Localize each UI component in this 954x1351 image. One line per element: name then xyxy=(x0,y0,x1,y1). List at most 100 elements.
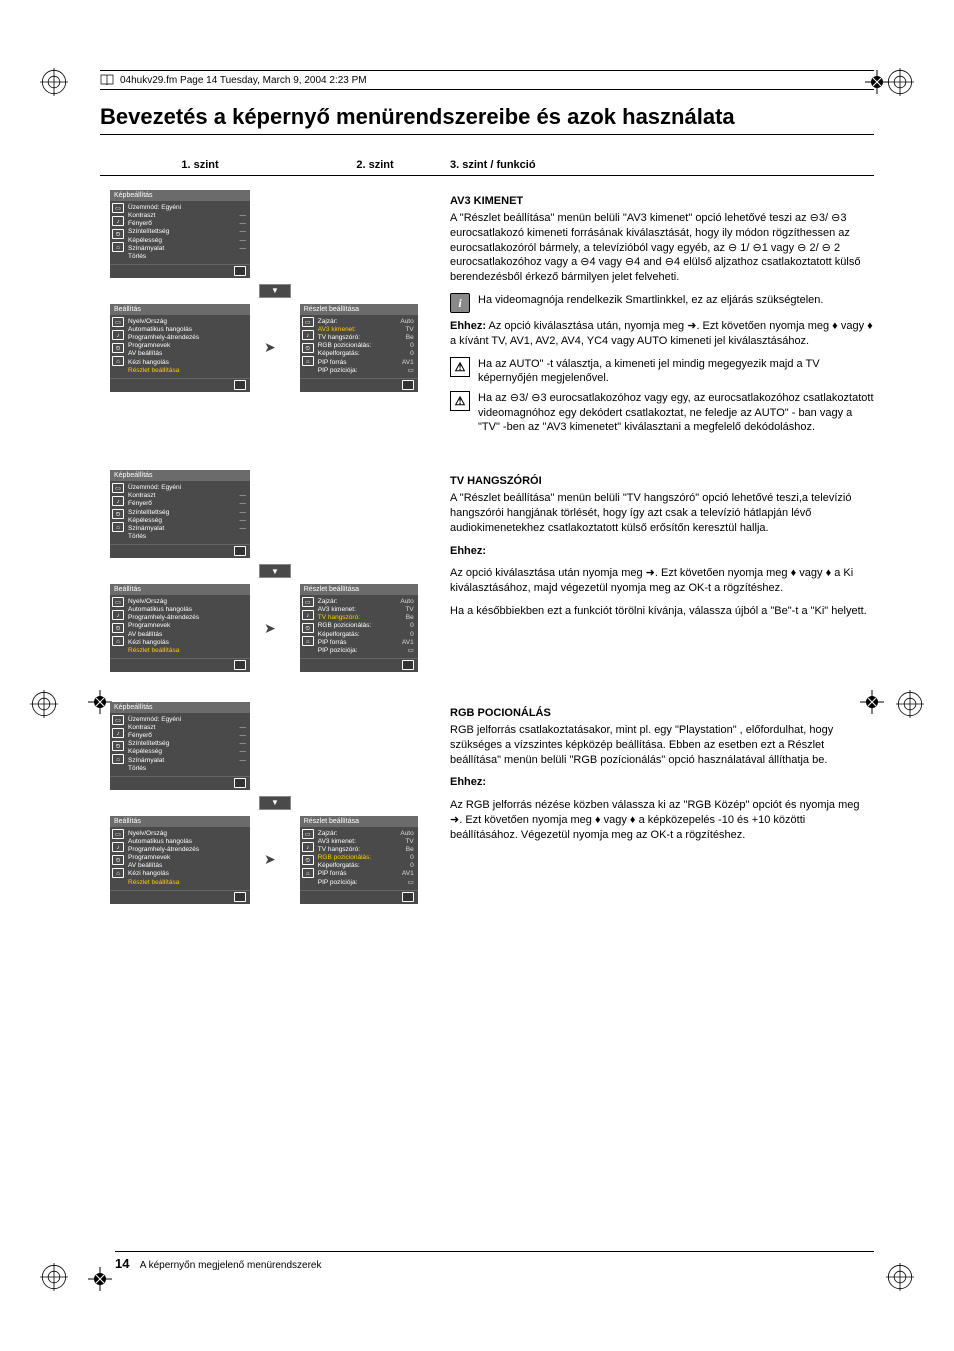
col-header-3: 3. szint / funkció xyxy=(450,159,874,171)
menu-side-icon: ⌂ xyxy=(112,754,124,764)
menu-side-icon: ▭ xyxy=(112,203,124,213)
menu-side-icon: ♪ xyxy=(112,496,124,506)
menu-row: Programnevek xyxy=(128,342,246,350)
right-arrow-icon: ➤ xyxy=(264,851,276,868)
menu-row: AV beállítás xyxy=(128,350,246,358)
down-arrow-icon: ▼ xyxy=(259,564,291,578)
down-arrow-icon: ▼ xyxy=(259,796,291,810)
menu-row: Képelforgatás:0 xyxy=(318,862,414,870)
reg-mark-icon xyxy=(886,68,914,96)
menu-row: Törlés xyxy=(128,253,246,261)
doc-header-text: 04hukv29.fm Page 14 Tuesday, March 9, 20… xyxy=(120,75,367,86)
menu-side-icon: ♪ xyxy=(112,842,124,852)
menu-title: Képbeállítás xyxy=(110,702,250,713)
menu-row: PIP forrásAV1 xyxy=(318,359,414,367)
menu-row: Programhely-átrendezés xyxy=(128,846,246,854)
menu-side-icon: ▭ xyxy=(302,829,314,839)
menu-row: Nyelv/Ország xyxy=(128,598,246,606)
menu-row: AV beállítás xyxy=(128,631,246,639)
av3-p1: A "Részlet beállítása" menün belüli "AV3… xyxy=(450,211,874,285)
menu-title: Részlet beállítása xyxy=(300,816,418,827)
menu-side-icon: ♪ xyxy=(112,216,124,226)
menu-side-icon: ⌂ xyxy=(302,636,314,646)
cross-mark-icon xyxy=(88,1267,112,1291)
menu-nav-icon xyxy=(402,380,414,390)
page-title: Bevezetés a képernyő menürendszereibe és… xyxy=(100,104,874,130)
menu-side-icon: ⏲ xyxy=(302,855,314,865)
menu-row: Színárnyalat— xyxy=(128,525,246,533)
menu-group-beallitas-2: Beállítás▭♪⏲⌂Nyelv/OrszágAutomatikus han… xyxy=(100,584,250,672)
menu-row: Üzemmód: Egyéni xyxy=(128,484,246,492)
menu-row: Kontraszt— xyxy=(128,724,246,732)
menu-row: Programhely-átrendezés xyxy=(128,614,246,622)
av3-warn1: Ha az AUTO" -t választja, a kimeneti jel… xyxy=(478,357,874,386)
menu-side-icon: ♪ xyxy=(112,728,124,738)
menu-group-kep-3: Képbeállítás▭♪⏲⌂Üzemmód: EgyéniKontraszt… xyxy=(100,702,450,790)
menu-nav-icon xyxy=(402,892,414,902)
av3-ehhez: Ehhez: Az opció kiválasztása után, nyomj… xyxy=(450,319,874,349)
menu-side-icon: ⏲ xyxy=(302,343,314,353)
menu-row: Törlés xyxy=(128,533,246,541)
menu-row: Automatikus hangolás xyxy=(128,326,246,334)
menu-side-icon: ♪ xyxy=(302,842,314,852)
menu-row: Zajzár:Auto xyxy=(318,598,414,606)
menu-side-icon: ⌂ xyxy=(112,356,124,366)
col-header-1: 1. szint xyxy=(100,159,300,171)
menu-row: PIP pozíciója:▭ xyxy=(318,367,414,375)
menu-group-beallitas: Beállítás▭♪⏲⌂Nyelv/OrszágAutomatikus han… xyxy=(100,304,250,392)
menu-group-beallitas-3: Beállítás▭♪⏲⌂Nyelv/OrszágAutomatikus han… xyxy=(100,816,250,904)
menu-side-icon: ⌂ xyxy=(112,522,124,532)
menu-row: Képélesség— xyxy=(128,517,246,525)
menu-row: Színárnyalat— xyxy=(128,245,246,253)
footer-text: A képernyőn megjelenő menürendszerek xyxy=(140,1260,322,1271)
menu-group-reszlet-b: Részlet beállítása▭♪⏲⌂Zajzár:AutoAV3 kim… xyxy=(290,584,418,672)
menu-nav-icon xyxy=(234,892,246,902)
menu-side-icon: ⌂ xyxy=(112,868,124,878)
reg-mark-icon xyxy=(40,68,68,96)
menu-row: Programnevek xyxy=(128,854,246,862)
rgb-heading: RGB POCIONÁLÁS xyxy=(450,706,874,721)
menu-row: Fényerő— xyxy=(128,500,246,508)
menu-title: Képbeállítás xyxy=(110,470,250,481)
menu-row: Nyelv/Ország xyxy=(128,318,246,326)
menu-row: Törlés xyxy=(128,765,246,773)
menu-row: Fényerő— xyxy=(128,220,246,228)
rgb-p1: RGB jelforrás csatlakoztatásakor, mint p… xyxy=(450,723,874,768)
menu-row: Nyelv/Ország xyxy=(128,830,246,838)
menu-side-icon: ⏲ xyxy=(112,623,124,633)
menu-group-av3: Képbeállítás▭♪⏲⌂Üzemmód: EgyéniKontraszt… xyxy=(100,190,450,278)
cross-mark-icon xyxy=(860,690,884,714)
menu-side-icon: ⏲ xyxy=(112,343,124,353)
menu-row: Színtelítettség— xyxy=(128,228,246,236)
menu-nav-icon xyxy=(234,546,246,556)
menu-side-icon: ⌂ xyxy=(302,868,314,878)
book-icon xyxy=(100,74,114,86)
menu-row: Képélesség— xyxy=(128,748,246,756)
warning-icon: ⚠ xyxy=(450,391,470,411)
menu-row: PIP forrásAV1 xyxy=(318,639,414,647)
av3-heading: AV3 KIMENET xyxy=(450,194,874,209)
menu-side-icon: ♪ xyxy=(302,330,314,340)
menu-side-icon: ⏲ xyxy=(112,509,124,519)
col-header-2: 2. szint xyxy=(300,159,450,171)
menu-row: Kézi hangolás xyxy=(128,870,246,878)
menu-title: Beállítás xyxy=(110,816,250,827)
menu-row: AV3 kimenet:TV xyxy=(318,838,414,846)
menu-row: AV3 kimenet:TV xyxy=(318,606,414,614)
warning-icon: ⚠ xyxy=(450,357,470,377)
menu-row: RGB pozicionálás:0 xyxy=(318,854,414,862)
av3-warn2: Ha az ⊖3/ ⊖3 eurocsatlakozóhoz vagy egy,… xyxy=(478,391,874,434)
rgb-ehhez-label: Ehhez: xyxy=(450,776,486,788)
menu-group-reszlet-a: Részlet beállítása▭♪⏲⌂Zajzár:AutoAV3 kim… xyxy=(290,304,418,392)
menu-nav-icon xyxy=(234,266,246,276)
reg-mark-icon xyxy=(886,1263,914,1291)
menu-row: RGB pozicionálás:0 xyxy=(318,342,414,350)
menu-row: Programnevek xyxy=(128,622,246,630)
menu-nav-icon xyxy=(234,380,246,390)
menu-group-kep-2: Képbeállítás▭♪⏲⌂Üzemmód: EgyéniKontraszt… xyxy=(100,470,450,558)
menu-row: Színárnyalat— xyxy=(128,757,246,765)
menu-row: TV hangszóró:Be xyxy=(318,334,414,342)
menu-row: Képelforgatás:0 xyxy=(318,631,414,639)
reg-mark-icon xyxy=(30,690,58,718)
tv-ehhez: Az opció kiválasztása után nyomja meg ➜.… xyxy=(450,566,874,596)
